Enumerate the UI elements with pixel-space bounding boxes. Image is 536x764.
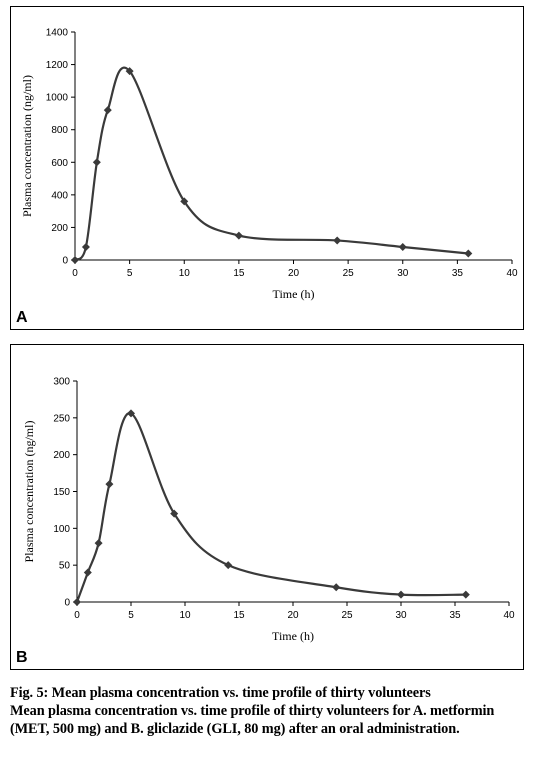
chart-b-svg: 0 50 100 150 200 250 300 0 5 10 15 20 25 30 35 40 Time (… xyxy=(22,377,515,644)
chart-b-x-axis-title: Time (h) xyxy=(272,629,314,643)
chart-a-data-point xyxy=(464,249,473,258)
chart-b-y-tick-label: 300 xyxy=(53,377,70,388)
chart-b-x-tick-label: 25 xyxy=(341,610,353,621)
chart-b-y-tick-label: 200 xyxy=(53,450,70,461)
chart-b-x-tick-label: 15 xyxy=(233,610,245,621)
chart-b-x-tick-label: 30 xyxy=(395,610,407,621)
caption-line-2: Mean plasma concentration vs. time profi… xyxy=(10,703,495,737)
chart-a-data-point xyxy=(333,236,342,245)
chart-a-x-tick-label: 40 xyxy=(506,268,518,279)
chart-a-y-tick-label: 400 xyxy=(51,190,68,201)
chart-b-data-point xyxy=(73,598,81,606)
chart-b-x-tick-label: 5 xyxy=(128,610,134,621)
chart-a-x-tick-label: 35 xyxy=(452,268,464,279)
chart-a-y-tick-label: 600 xyxy=(51,158,68,169)
chart-b-y-tick-label: 150 xyxy=(53,487,70,498)
chart-b-series-line xyxy=(75,412,466,603)
chart-b-x-tick-label: 35 xyxy=(449,610,461,621)
chart-b-data-point xyxy=(397,590,405,599)
chart-a-data-point xyxy=(92,158,101,167)
chart-a-y-tick-label: 1000 xyxy=(46,93,69,104)
chart-a-y-tick-label: 800 xyxy=(51,125,68,136)
chart-a-data-point xyxy=(125,67,134,76)
chart-a-y-tick-label: 1200 xyxy=(46,60,69,71)
chart-b-data-point xyxy=(127,409,135,418)
chart-a-x-tick-label: 20 xyxy=(288,268,300,279)
chart-b-data-point xyxy=(461,590,470,599)
chart-a-x-tick-label: 15 xyxy=(233,268,245,279)
chart-b-x-tick-label: 20 xyxy=(287,610,299,621)
chart-a-x-tick-label: 0 xyxy=(72,268,78,279)
chart-b-data-point xyxy=(83,568,92,577)
chart-a-x-tick-label: 10 xyxy=(179,268,191,279)
chart-b-y-axis-title: Plasma concentration (ng/ml) xyxy=(22,421,36,563)
figure-caption: Fig. 5: Mean plasma concentration vs. ti… xyxy=(10,684,532,738)
chart-b-x-tick-label: 10 xyxy=(179,610,191,621)
chart-a-series-line xyxy=(74,66,469,261)
chart-a-data-point xyxy=(234,231,243,240)
caption-line-1: Fig. 5: Mean plasma concentration vs. ti… xyxy=(10,685,431,701)
chart-b-y-tick-label: 250 xyxy=(53,413,70,424)
chart-a-x-tick-label: 25 xyxy=(343,268,355,279)
chart-b-data-point xyxy=(332,583,341,592)
chart-a-y-tick-label: 200 xyxy=(51,223,68,234)
panel-label-b: B xyxy=(16,649,28,666)
chart-b-data-point xyxy=(224,561,233,570)
chart-a-data-point xyxy=(180,197,189,206)
chart-b-y-tick-label: 100 xyxy=(53,524,70,535)
chart-b-x-tick-label: 40 xyxy=(503,610,515,621)
chart-a-y-axis-title: Plasma concentration (ng/ml) xyxy=(20,75,34,217)
chart-a-x-tick-label: 30 xyxy=(397,268,409,279)
chart-a-x-tick-label: 5 xyxy=(127,268,133,279)
chart-a-data-point xyxy=(71,256,79,264)
chart-a-data-point xyxy=(103,106,112,115)
chart-a-svg: 0 200 400 600 800 1000 1200 1400 0 5 10 15 20 25 30 35 4… xyxy=(20,28,518,302)
chart-panel-a: 0 200 400 600 800 1000 1200 1400 0 5 10 15 20 25 30 35 4… xyxy=(10,6,524,330)
chart-b-y-tick-label: 0 xyxy=(64,598,70,609)
chart-b-y-tick-label: 50 xyxy=(59,561,71,572)
chart-a-data-point xyxy=(398,242,407,251)
chart-a-y-tick-label: 0 xyxy=(62,256,68,267)
chart-a-y-tick-label: 1400 xyxy=(46,28,69,39)
chart-b-data-point xyxy=(170,509,179,518)
panel-label-a: A xyxy=(16,309,28,326)
chart-a-x-axis-title: Time (h) xyxy=(273,287,315,301)
chart-b-x-tick-label: 0 xyxy=(74,610,80,621)
chart-b-data-point xyxy=(94,539,103,548)
chart-panel-b: 0 50 100 150 200 250 300 0 5 10 15 20 25 30 35 40 Time (… xyxy=(10,344,524,670)
chart-a-data-point xyxy=(81,242,90,251)
chart-b-data-point xyxy=(105,480,114,489)
